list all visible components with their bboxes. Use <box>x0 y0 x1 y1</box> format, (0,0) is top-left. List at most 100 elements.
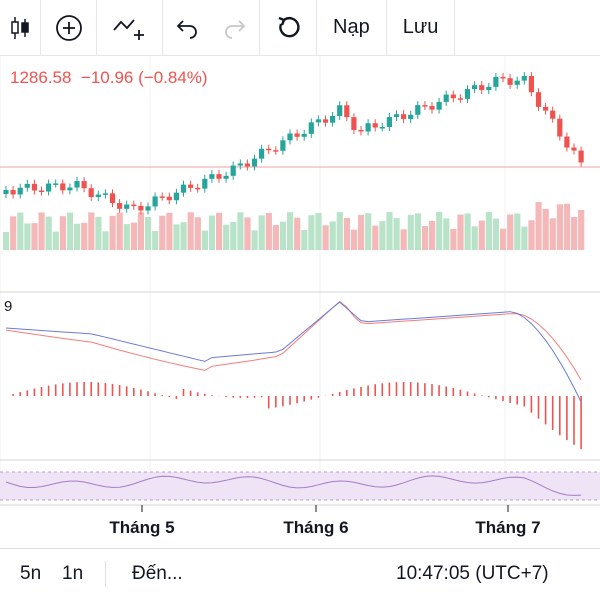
candle-body <box>330 115 336 123</box>
volume-bar <box>514 213 521 250</box>
volume-bar <box>208 215 216 250</box>
volume-bar <box>287 212 294 250</box>
price-change: −10.96 <box>80 68 134 87</box>
price-change-pct: (−0.84%) <box>138 68 208 87</box>
candle-body <box>294 133 300 137</box>
candle-body <box>102 193 108 195</box>
volume-bar <box>59 216 66 250</box>
candle-body <box>550 110 556 119</box>
candle-body <box>386 117 392 128</box>
candle-body <box>578 150 584 163</box>
price-legend: 1286.58 −10.96 (−0.84%) <box>10 68 208 88</box>
volume-bar <box>400 229 407 250</box>
last-price: 1286.58 <box>10 68 72 87</box>
volume-bar <box>521 226 528 250</box>
candlestick-icon[interactable] <box>0 0 40 56</box>
candle-body <box>436 101 442 110</box>
volume-bar <box>507 214 514 250</box>
signal-line <box>5 300 582 381</box>
chart-area[interactable] <box>0 56 600 548</box>
toolbar: Nạp Lưu <box>0 0 600 56</box>
redo-icon[interactable] <box>211 0 259 56</box>
volume-bar <box>31 223 38 250</box>
volume-bar <box>45 216 52 250</box>
volume-bar <box>279 221 287 250</box>
candle-body <box>109 193 116 204</box>
x-label-thang-6: Tháng 6 <box>283 518 349 537</box>
candle-body <box>479 85 485 91</box>
volume-bar <box>216 212 223 250</box>
volume-bar <box>365 213 372 250</box>
range-5n-button[interactable]: 5n <box>20 563 42 584</box>
candle-body <box>457 98 463 100</box>
macd-histogram <box>12 382 582 450</box>
volume-bar <box>542 208 549 250</box>
plus-circle-icon[interactable] <box>41 0 96 56</box>
volume-bar <box>549 218 556 250</box>
candle-body <box>17 187 23 195</box>
candle-body <box>351 117 357 130</box>
timezone-clock[interactable]: 10:47:05 (UTC+7) <box>396 563 549 584</box>
candle-body <box>301 133 307 137</box>
bottom-bar: 5n 1n Đến... 10:47:05 (UTC+7) <box>0 548 600 600</box>
candle-body <box>429 106 435 110</box>
candle-body <box>528 76 534 93</box>
candle-body <box>500 76 506 79</box>
volume-bar <box>251 230 258 250</box>
volume-bar <box>563 203 571 250</box>
x-label-thang-5: Tháng 5 <box>109 518 175 537</box>
reload-icon[interactable] <box>260 0 316 56</box>
volume-bar <box>343 217 350 250</box>
volume-bar <box>571 216 578 250</box>
candle-body <box>223 175 229 179</box>
volume-bar <box>393 218 400 250</box>
candle-body <box>287 133 293 141</box>
candle-body <box>216 174 222 179</box>
volume-bar <box>123 224 130 250</box>
candle-body <box>138 205 144 211</box>
candle-body <box>408 114 414 120</box>
candle-body <box>393 114 400 118</box>
candle-body <box>450 94 456 99</box>
candle-body <box>493 76 499 87</box>
candle-body <box>472 85 478 90</box>
volume-bar <box>386 212 393 250</box>
candle-body <box>209 174 215 179</box>
load-button[interactable]: Nạp <box>333 16 370 38</box>
volume-bar <box>443 218 450 250</box>
indicator-add-icon[interactable] <box>97 0 162 56</box>
volume-bar <box>38 212 45 250</box>
volume-bar <box>24 223 31 250</box>
volume-bar <box>17 212 24 250</box>
candle-body <box>67 187 73 191</box>
volume-bar <box>152 230 159 250</box>
candle-body <box>401 114 407 120</box>
goto-date-button[interactable]: Đến... <box>132 563 183 584</box>
candle-body <box>315 119 321 123</box>
volume-bar <box>535 202 542 250</box>
undo-icon[interactable] <box>163 0 211 56</box>
volume-bar <box>336 212 343 250</box>
volume-bar <box>350 229 358 250</box>
macd-legend: 9 <box>4 298 13 315</box>
volume-bar <box>301 229 308 250</box>
candle-body <box>81 181 87 189</box>
volume-bar <box>379 221 386 250</box>
save-button[interactable]: Lưu <box>402 16 439 38</box>
candle-body <box>202 178 208 189</box>
volume-bar <box>329 221 336 250</box>
candle-body <box>173 192 179 201</box>
candle-body <box>337 105 343 116</box>
candle-body <box>422 105 428 107</box>
volume-bar <box>450 228 457 250</box>
range-1n-button[interactable]: 1n <box>62 563 84 584</box>
volume-bar <box>578 210 585 250</box>
candle-body <box>180 184 187 193</box>
candle-body <box>259 148 265 159</box>
chart-grid <box>0 56 506 505</box>
candle-body <box>535 92 542 107</box>
volume-bar <box>556 204 563 250</box>
volume-bar <box>109 215 116 250</box>
volume-bar <box>407 214 414 250</box>
candle-body <box>486 86 492 91</box>
